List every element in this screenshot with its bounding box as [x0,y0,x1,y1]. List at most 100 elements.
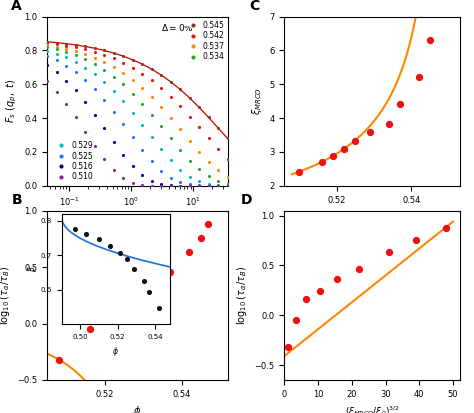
X-axis label: $\phi$: $\phi$ [368,210,376,224]
Point [167,78,174,85]
Point [91,45,99,52]
Point [119,81,127,88]
Point [44,42,51,48]
Point [148,77,155,83]
Point [53,41,61,47]
Point [53,50,61,57]
Point [110,55,118,62]
Point [100,79,108,85]
Point [157,104,165,110]
Point [91,143,99,150]
Point [396,101,404,107]
Point [129,109,137,116]
Point [224,173,231,180]
Point [100,47,108,54]
Point [110,64,118,70]
Point [44,78,51,84]
Point [176,147,184,153]
Point [82,99,89,105]
Point [176,126,184,133]
Point [148,182,155,189]
Point [224,180,231,187]
Point [224,135,231,142]
Point [82,43,89,50]
Point [100,156,108,163]
Point [53,43,61,50]
Point [119,53,127,59]
Text: A: A [11,0,22,13]
Point [129,77,137,83]
Point [157,72,165,78]
Point [129,64,137,71]
Point [195,183,203,189]
Point [166,268,174,275]
Point [195,178,203,185]
Point [205,135,212,142]
Point [443,224,450,231]
Point [91,71,99,78]
Point [205,173,212,180]
Point [110,167,118,173]
Point [120,302,128,309]
Point [44,47,51,54]
Point [82,64,89,71]
Point [136,293,143,300]
Point [214,125,222,131]
Point [205,183,212,189]
Point [82,46,89,53]
Point [129,57,137,63]
Point [167,182,174,189]
Point [197,235,204,241]
Point [53,39,61,46]
Point [186,173,193,180]
Point [195,149,203,155]
Point [366,128,374,135]
Point [224,183,231,189]
Point [412,236,419,243]
Point [214,178,222,184]
Point [148,158,155,165]
Point [167,157,174,164]
Point [214,183,222,189]
Point [63,42,70,49]
Text: B: B [11,193,22,207]
Point [214,183,222,189]
Point [176,183,184,189]
Point [176,86,184,93]
Point [129,179,137,186]
Point [205,159,212,165]
Point [186,183,193,189]
Point [214,183,222,189]
Point [138,100,146,107]
Point [63,77,70,84]
Point [91,111,99,118]
Point [186,113,193,120]
Point [329,153,337,159]
Y-axis label: $\xi_{MRCO}$: $\xi_{MRCO}$ [250,87,264,115]
Point [157,123,165,130]
Point [72,52,80,59]
X-axis label: $t/\tau_B$: $t/\tau_B$ [128,214,147,227]
Point [110,50,118,57]
Point [82,51,89,57]
Point [72,48,80,55]
Point [295,169,303,175]
Text: $\Delta=0\%$: $\Delta=0\%$ [161,21,194,33]
Point [176,183,184,189]
Point [72,87,80,94]
Point [100,125,108,131]
Point [186,95,193,101]
Point [214,167,222,173]
Point [44,40,51,46]
Point [44,44,51,50]
Point [224,183,231,189]
Point [195,166,203,173]
Point [110,138,118,145]
Point [138,70,146,77]
Point [148,134,155,141]
Point [224,183,231,189]
Point [100,59,108,65]
X-axis label: $(\xi_{MRCO}/\xi_0)^{3/2}$: $(\xi_{MRCO}/\xi_0)^{3/2}$ [345,404,400,413]
Point [138,171,146,178]
Point [72,69,80,76]
